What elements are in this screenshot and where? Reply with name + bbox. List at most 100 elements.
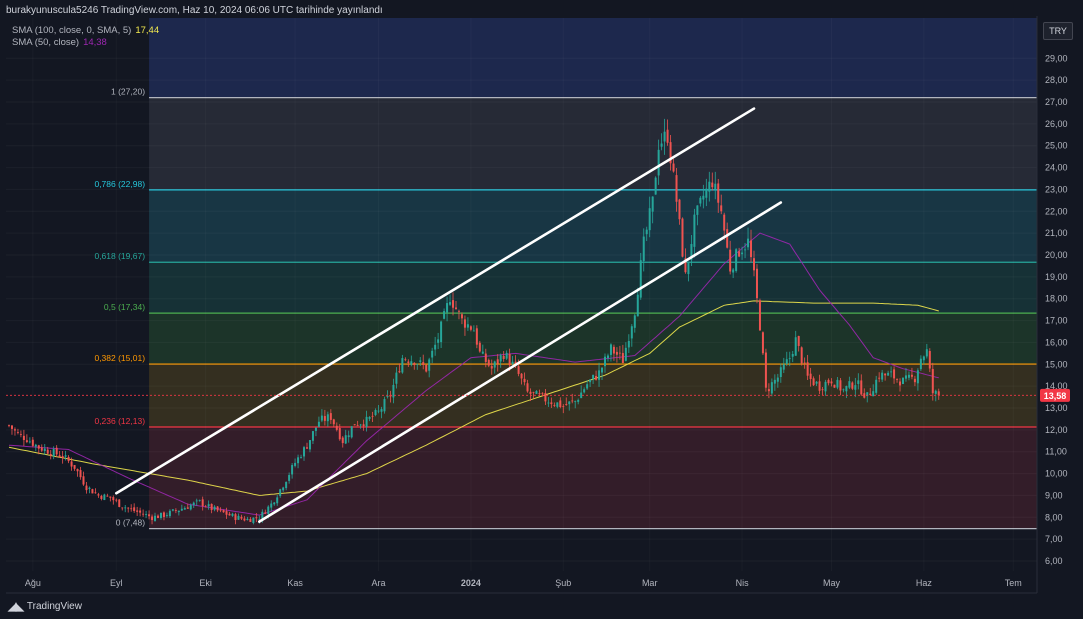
candle-body [624,347,627,361]
x-tick-label-2: Eki [199,578,212,588]
candle-body [904,375,907,379]
candle-body [326,414,329,422]
candle-body [103,494,106,501]
candle-body [854,385,857,390]
candle-body [797,336,800,346]
candle-body [562,406,565,407]
candle-body [505,352,508,359]
candle-body [809,373,812,379]
y-tick-label-6: 12,00 [1045,425,1068,435]
tradingview-brand[interactable]: ◢◣ TradingView [8,600,82,613]
candle-body [913,378,916,383]
candle-body [157,515,159,519]
brand-name: TradingView [26,601,82,612]
y-tick-label-23: 29,00 [1045,53,1068,63]
candle-body [267,506,270,515]
candle-body [246,518,249,521]
candle-body [279,489,282,497]
candle-body [815,381,818,384]
candle-body [848,381,851,388]
trend-channel[interactable] [114,107,783,523]
candle-body [320,415,323,421]
candle-body [28,441,31,443]
fib-zone-5 [149,427,1037,529]
legend-sma-100-label: SMA (100, close, 0, SMA, 5) [12,25,132,36]
candle-body [866,392,869,397]
y-tick-label-18: 24,00 [1045,163,1068,173]
candle-body [240,516,243,519]
currency-button[interactable]: TRY [1043,22,1073,40]
fib-zone-1 [149,189,1037,263]
y-tick-label-21: 27,00 [1045,97,1068,107]
candle-body [690,244,693,260]
candle-body [308,440,311,450]
candle-body [159,512,162,519]
candle-body [356,424,359,426]
candle-body [520,373,523,379]
fib-zone-3 [149,313,1037,365]
price-axis[interactable]: 6,00 7,00 8,00 9,00 10,00 11,00 12,00 13,00 14,0… [1036,16,1068,593]
candle-body [750,240,753,258]
candle-body [916,370,919,384]
candle-body [633,315,636,328]
candle-body [94,492,97,494]
candle-body [431,350,434,358]
candle-body [192,502,195,506]
y-tick-label-5: 11,00 [1045,447,1067,457]
candle-body [767,389,770,392]
fib-level-label-2: 0,618 (19,67) [94,251,145,261]
candle-body [714,183,717,190]
candle-body [630,326,633,339]
candle-body [639,260,642,298]
candle-body [207,504,210,507]
candle-body [377,410,380,412]
candle-body [19,434,22,435]
candle-body [395,372,398,384]
candle-body [636,294,639,317]
candle-body [428,359,431,371]
candle-body [553,405,556,406]
candle-body [747,238,750,248]
candle-body [884,373,887,376]
candle-body [511,361,514,365]
candle-body [592,374,595,380]
candle-body [931,368,934,394]
candle-body [514,361,517,365]
legend-sma-50[interactable]: SMA (50, close) 14,38 [12,37,107,48]
candle-body [148,514,151,517]
candle-body [291,465,294,475]
candle-body [252,517,255,524]
candle-body [109,496,112,498]
time-axis[interactable]: Ağu Eyl Eki Kas Ara 2024 Şub Mar Nis May Haz Tem [6,578,1037,594]
candle-body [460,314,463,319]
candle-body [255,517,258,519]
candle-body [615,351,618,355]
candle-body [446,303,449,313]
candle-body [735,249,738,271]
candle-body [79,470,82,478]
candle-body [851,382,854,389]
candle-body [91,489,94,494]
y-tick-label-15: 21,00 [1045,228,1068,238]
candle-body [168,510,171,517]
candle-body [755,268,758,299]
legend-sma-100[interactable]: SMA (100, close, 0, SMA, 5) 17,44 [12,25,159,36]
candle-body [55,447,58,455]
candle-body [37,445,40,449]
channel-line-1 [258,201,783,523]
candle-body [681,218,684,257]
candle-body [154,515,157,521]
candle-body [344,435,347,444]
candle-body [934,390,937,394]
candle-body [359,424,362,426]
candle-body [365,416,368,427]
candle-body [612,346,615,354]
candle-body [249,518,252,522]
candle-body [547,402,550,404]
candle-body [821,389,824,391]
candle-body [568,401,571,405]
candle-body [49,454,52,456]
candle-body [58,455,61,457]
candle-body [303,447,306,457]
